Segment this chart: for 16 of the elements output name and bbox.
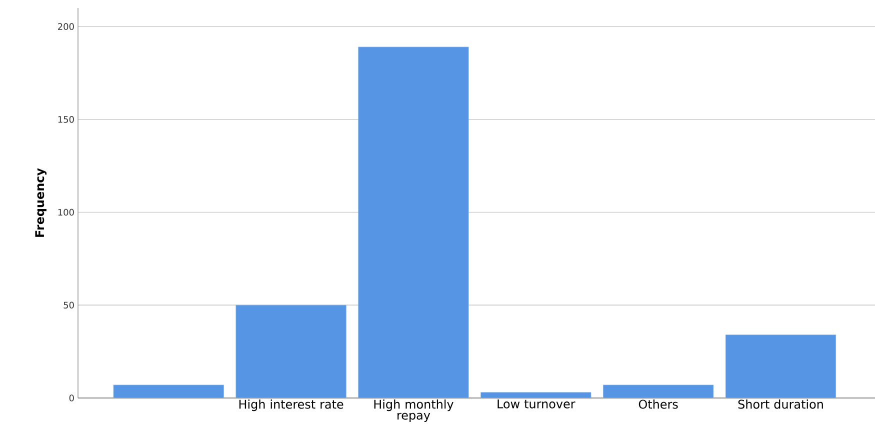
y-axis-title: Frequency (35, 168, 47, 237)
bar (725, 334, 836, 398)
bar (603, 384, 714, 398)
y-tick-label: 150 (58, 116, 74, 123)
bar (236, 304, 346, 398)
y-tick-label: 0 (69, 394, 74, 402)
x-tick-label: High interest rate (239, 400, 344, 412)
bar (358, 46, 469, 398)
x-tick-label: Low turnover (498, 400, 576, 408)
y-tick-label: 100 (58, 208, 74, 216)
x-tick-label: Others (638, 400, 678, 409)
bar (114, 384, 224, 398)
y-tick-label: 200 (58, 23, 74, 30)
y-tick-label: 50 (64, 302, 74, 309)
x-tick-label: Short duration (738, 400, 823, 409)
x-tick-label: High monthly repay (374, 400, 454, 422)
